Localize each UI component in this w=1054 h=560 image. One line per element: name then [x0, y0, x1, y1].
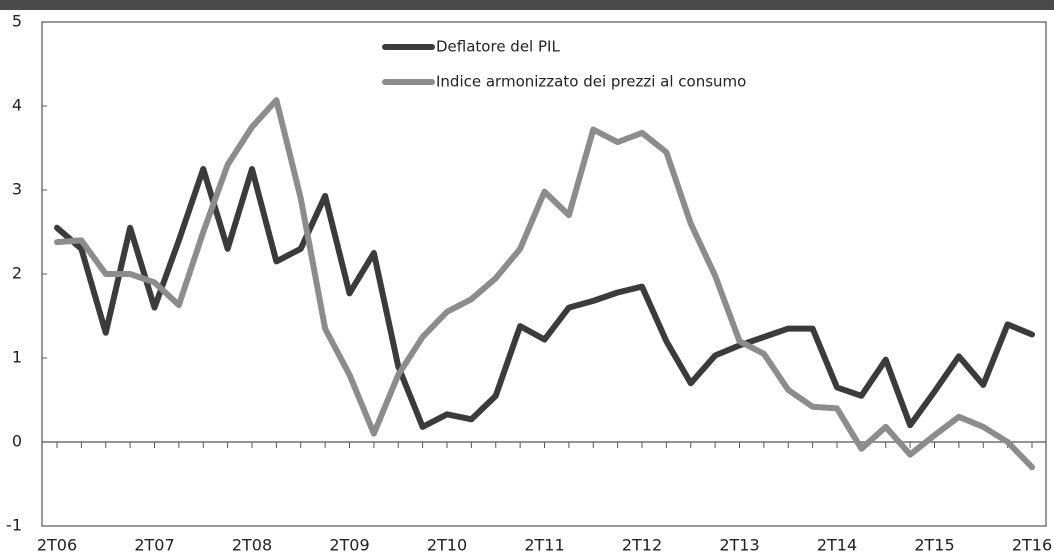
- x-tick-label: 2T12: [622, 536, 662, 555]
- y-tick-label: 3: [12, 180, 22, 199]
- y-tick-label: 4: [12, 96, 22, 115]
- x-tick-label: 2T09: [329, 536, 369, 555]
- x-tick-label: 2T06: [37, 536, 77, 555]
- series-line: [54, 166, 1035, 430]
- x-tick-label: 2T07: [134, 536, 174, 555]
- y-tick-label: 1: [12, 348, 22, 367]
- x-tick-label: 2T15: [914, 536, 954, 555]
- x-tick-label: 2T16: [1012, 536, 1052, 555]
- series-line: [54, 97, 1035, 471]
- x-tick-label: 2T11: [524, 536, 564, 555]
- legend-label: Indice armonizzato dei prezzi al consumo: [436, 73, 746, 91]
- x-tick-label: 2T10: [427, 536, 467, 555]
- plot-frame: [41, 21, 1047, 527]
- x-tick-label: 2T14: [817, 536, 857, 555]
- y-tick-label: 2: [12, 264, 22, 283]
- legend-label: Deflatore del PIL: [436, 38, 560, 56]
- y-tick-label: -1: [6, 516, 22, 535]
- y-tick-label: 5: [12, 12, 22, 31]
- y-tick-label: 0: [12, 432, 22, 451]
- header-strip: [0, 0, 1054, 10]
- x-tick-label: 2T08: [232, 536, 272, 555]
- x-tick-label: 2T13: [719, 536, 759, 555]
